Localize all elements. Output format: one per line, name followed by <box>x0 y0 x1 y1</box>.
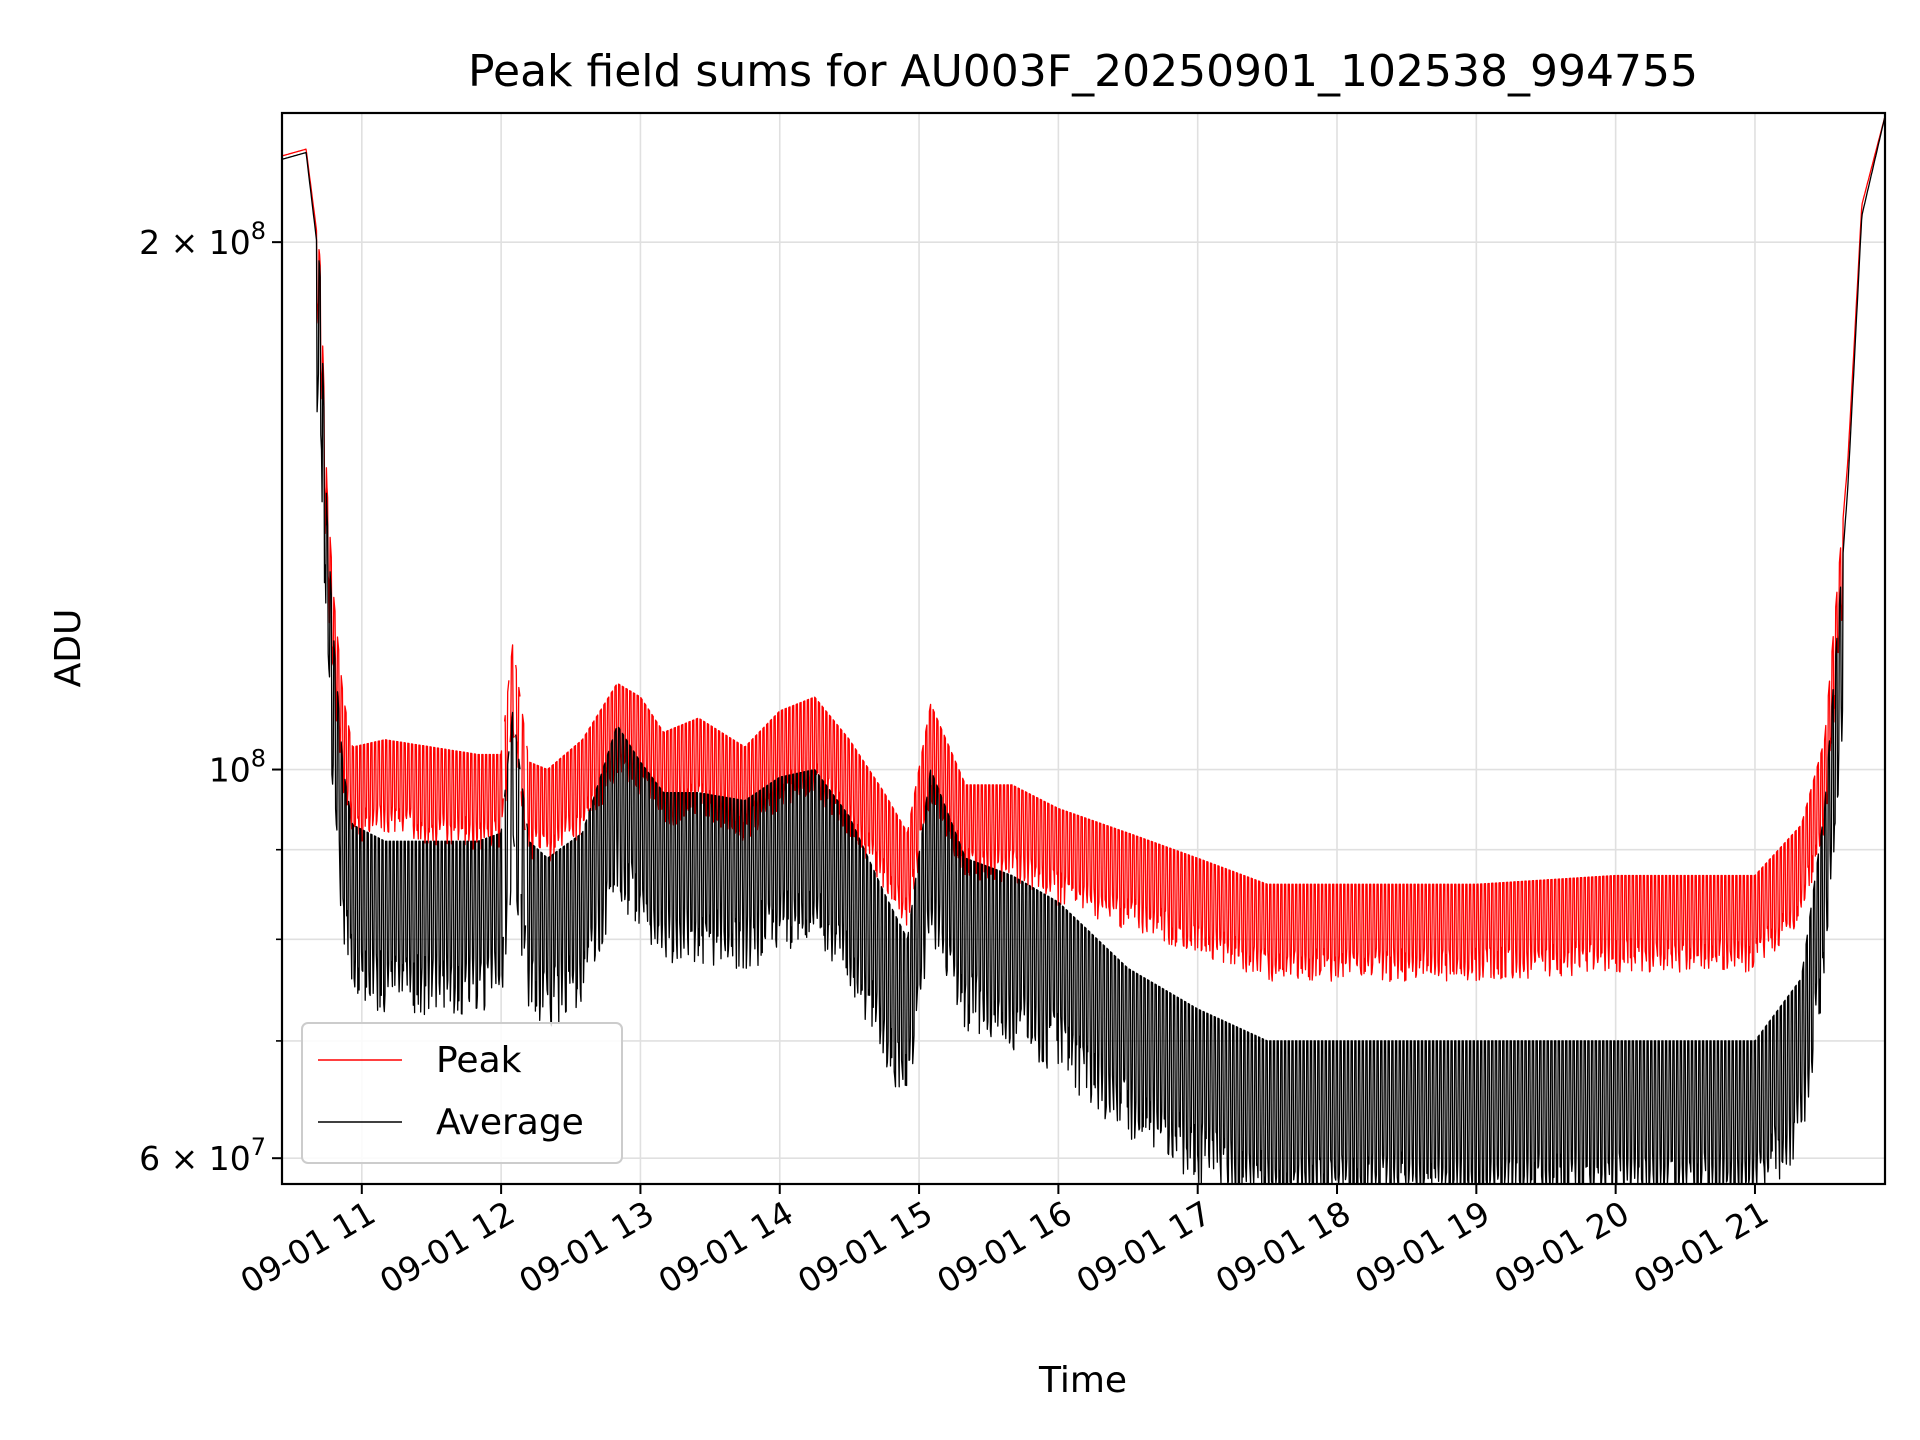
legend-box <box>301 1022 623 1164</box>
y-axis: 6 × 107 108 2 × 108 <box>139 217 282 1178</box>
series-line-average <box>281 116 1886 1185</box>
series-line-peak <box>281 116 1886 983</box>
series-layer <box>281 116 1886 1185</box>
y-tick-label: 6 × 107 <box>139 1133 266 1178</box>
legend-label-average: Average <box>436 1102 584 1143</box>
legend-label-peak: Peak <box>436 1040 522 1081</box>
y-axis-label: ADU <box>48 609 89 688</box>
chart-title: Peak field sums for AU003F_20250901_1025… <box>468 46 1698 97</box>
y-tick-label: 2 × 108 <box>139 217 266 262</box>
legend: Peak Average <box>301 1022 623 1164</box>
y-tick-label: 108 <box>209 745 266 790</box>
plot-frame <box>280 111 1887 1186</box>
x-axis-label: Time <box>1038 1360 1127 1401</box>
